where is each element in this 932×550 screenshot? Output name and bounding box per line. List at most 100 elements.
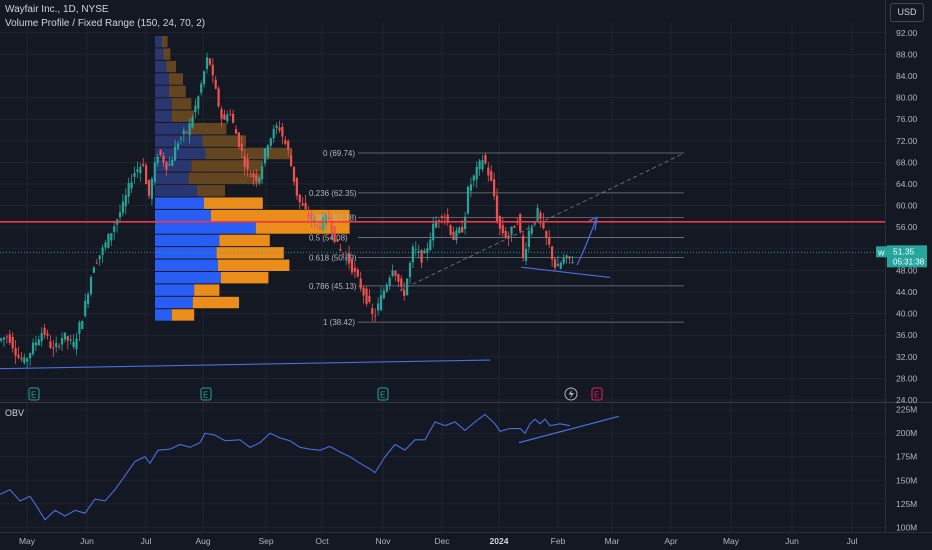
volume-profile-down-bar: [204, 197, 263, 209]
volume-profile-up-bar: [155, 259, 218, 271]
candle-body: [174, 146, 177, 161]
time-axis-label: Mar: [605, 536, 620, 546]
candle-body: [29, 353, 32, 359]
candle-body: [78, 322, 81, 334]
price-axis-label: 60.00: [896, 201, 918, 211]
price-axis-label: 40.00: [896, 309, 918, 319]
candle-body: [130, 182, 133, 189]
candle-body: [319, 227, 322, 230]
candle-body: [249, 175, 252, 177]
candle-body: [26, 358, 29, 362]
time-axis-label: Jun: [80, 536, 94, 546]
time-axis-label: Apr: [664, 536, 677, 546]
price-axis-label: 48.00: [896, 265, 918, 275]
time-axis-label: Jul: [847, 536, 858, 546]
price-axis-label: 88.00: [896, 49, 918, 59]
volume-profile-up-bar: [155, 234, 220, 247]
candle-body: [342, 253, 345, 255]
candle-body: [356, 269, 359, 277]
price-axis-label: 32.00: [896, 352, 918, 362]
candle-body: [440, 216, 443, 218]
volume-profile-down-bar: [190, 122, 227, 135]
candle-body: [214, 79, 217, 89]
volume-profile-up-bar: [155, 73, 169, 85]
price-axis-label: 56.00: [896, 222, 918, 232]
candle-body: [426, 248, 429, 253]
volume-profile-up-bar: [155, 160, 192, 172]
candle-body: [437, 220, 441, 222]
candle-body: [411, 246, 414, 263]
candle-body: [220, 109, 223, 119]
candle-body: [452, 231, 455, 240]
candle-body: [397, 274, 400, 282]
volume-profile-up-bar: [155, 185, 197, 197]
volume-profile-up-bar: [155, 296, 193, 309]
price-axis-label: 36.00: [896, 330, 918, 340]
candle-body: [118, 212, 122, 218]
candle-body: [92, 267, 95, 273]
volume-profile-down-bar: [197, 185, 225, 197]
candle-body: [388, 277, 391, 286]
candle-body: [255, 175, 258, 182]
candle-body: [40, 333, 43, 342]
candle-body: [394, 270, 397, 276]
price-axis-label: 68.00: [896, 157, 918, 167]
candle-body: [374, 315, 377, 317]
volume-profile-down-bar: [191, 160, 263, 172]
time-axis-label: May: [723, 536, 740, 546]
candle-body: [559, 262, 562, 269]
candle-body: [435, 222, 438, 228]
volume-profile-down-bar: [255, 222, 350, 234]
time-axis-label: Dec: [434, 536, 450, 546]
candle-body: [353, 267, 356, 272]
volume-profile-down-bar: [211, 209, 350, 222]
candle-body: [234, 129, 238, 134]
obv-trend-line: [518, 415, 620, 444]
candle-body: [101, 247, 104, 255]
candle-body: [147, 179, 151, 196]
candle-body: [133, 172, 136, 177]
price-axis-label: 44.00: [896, 287, 918, 297]
time-axis-label: Aug: [195, 536, 210, 546]
candle-body: [269, 138, 272, 146]
candle-body: [406, 278, 409, 295]
time-axis-label: Nov: [375, 536, 391, 546]
candle-body: [501, 224, 504, 234]
candle-body: [203, 71, 206, 85]
price-axis-label: 64.00: [896, 179, 918, 189]
candle-body: [432, 223, 435, 241]
candle-body: [542, 221, 545, 229]
candle-body: [493, 179, 496, 197]
time-axis-label: Jun: [785, 536, 799, 546]
time-axis-label: Jul: [141, 536, 152, 546]
candle-body: [359, 278, 362, 289]
candle-body: [252, 173, 255, 178]
fib-level-label: 0.382 (57.78): [309, 214, 357, 223]
price-axis-label: 24.00: [896, 395, 918, 405]
time-axis-label: May: [19, 536, 36, 546]
candle-body: [258, 177, 261, 183]
candle-body: [365, 288, 368, 304]
candle-body: [484, 154, 487, 164]
price-tag: [887, 245, 927, 268]
candle-body: [420, 250, 423, 263]
volume-profile-up-bar: [155, 98, 172, 110]
candle-body: [87, 294, 90, 304]
volume-profile-up-bar: [155, 36, 162, 48]
candle-body: [194, 105, 197, 112]
candle-body: [139, 166, 142, 174]
candle-body: [176, 143, 180, 149]
candle-body: [324, 214, 327, 225]
candle-body: [400, 278, 403, 287]
candle-body: [429, 239, 432, 250]
candle-body: [110, 233, 113, 241]
indicator-label[interactable]: Volume Profile / Fixed Range (150, 24, 7…: [5, 18, 206, 29]
currency-button[interactable]: USD: [890, 3, 924, 22]
candle-body: [200, 83, 203, 93]
candle-body: [49, 341, 52, 348]
candle-body: [58, 346, 61, 347]
candle-body: [162, 155, 165, 163]
candle-body: [339, 249, 342, 251]
earnings-badge: [200, 387, 212, 401]
